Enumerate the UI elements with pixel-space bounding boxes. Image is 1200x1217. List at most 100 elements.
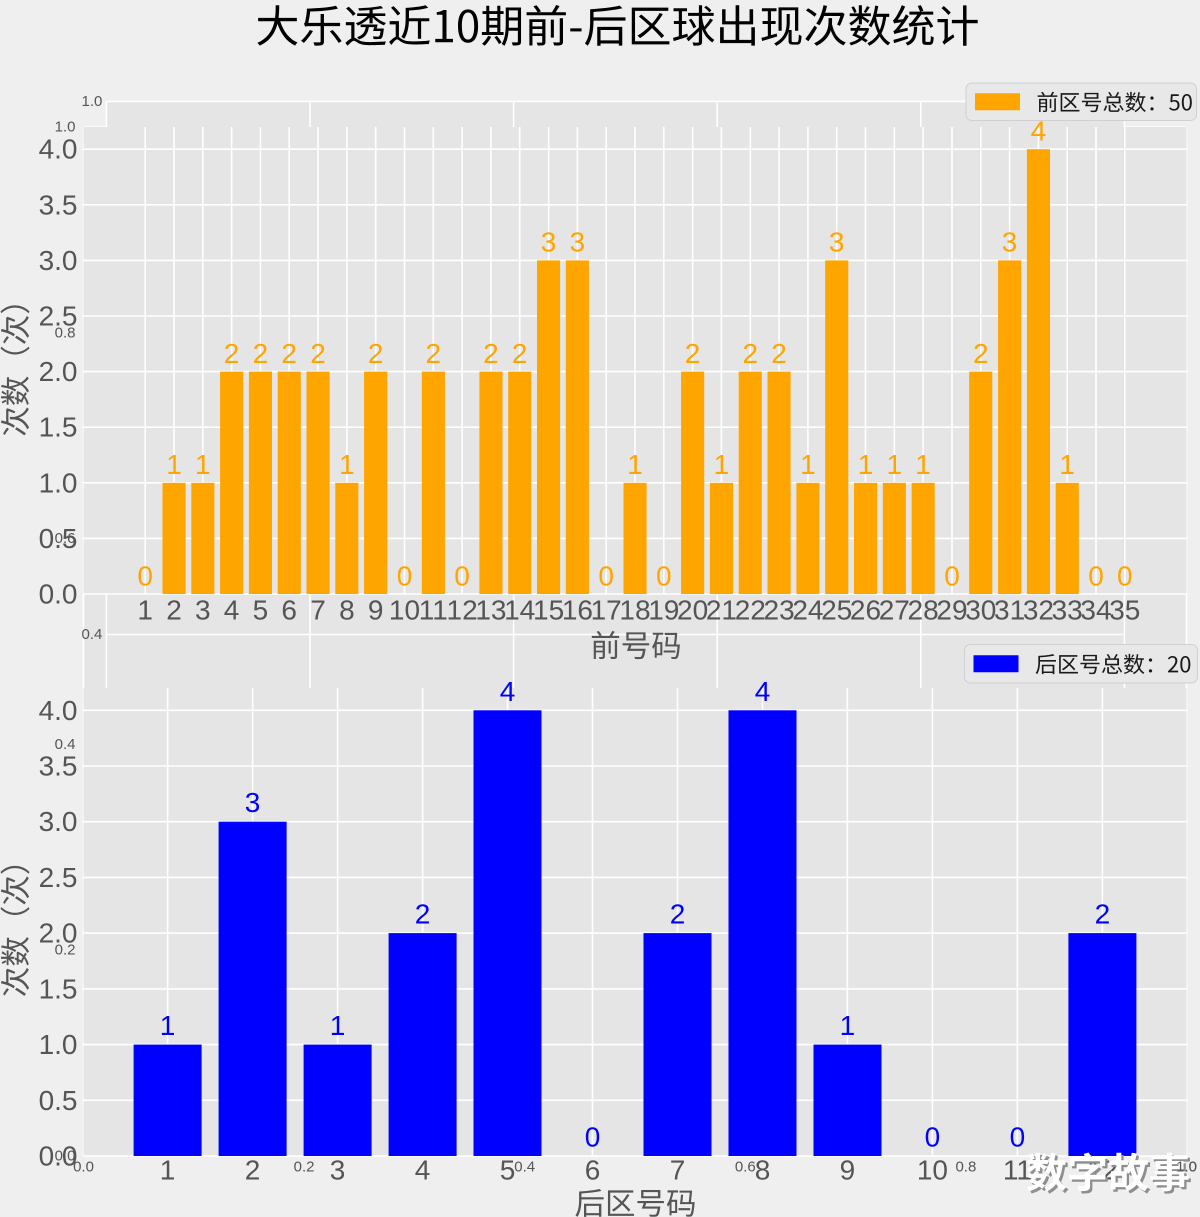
svg-text:1: 1 [915,449,931,480]
svg-text:35: 35 [1109,595,1140,626]
svg-text:15: 15 [533,595,564,626]
svg-text:2: 2 [224,338,240,369]
svg-text:20: 20 [677,595,708,626]
svg-text:12: 12 [447,595,478,626]
svg-text:3: 3 [245,787,261,818]
svg-text:1: 1 [1059,449,1075,480]
svg-text:10: 10 [917,1155,948,1186]
svg-text:1.5: 1.5 [39,973,78,1004]
svg-text:3.5: 3.5 [39,189,78,220]
svg-text:0: 0 [925,1122,941,1153]
svg-text:1.0: 1.0 [39,467,78,498]
svg-text:3.0: 3.0 [39,245,78,276]
svg-text:1.0: 1.0 [1176,1159,1197,1176]
svg-text:2: 2 [368,338,384,369]
svg-text:0: 0 [1088,560,1104,591]
svg-text:1: 1 [800,449,816,480]
svg-text:4: 4 [500,676,516,707]
svg-text:0.2: 0.2 [294,1159,315,1176]
svg-text:0: 0 [137,560,153,591]
svg-text:1: 1 [858,449,874,480]
svg-text:1.0: 1.0 [82,93,103,110]
svg-text:1: 1 [166,449,182,480]
svg-text:10: 10 [389,595,420,626]
svg-text:2: 2 [1095,899,1111,930]
svg-text:8: 8 [339,595,355,626]
svg-text:4.0: 4.0 [39,134,78,165]
svg-text:1: 1 [160,1155,176,1186]
svg-text:18: 18 [619,595,650,626]
svg-text:0.2: 0.2 [55,942,76,959]
svg-text:33: 33 [1052,595,1083,626]
svg-text:1: 1 [330,1010,346,1041]
svg-text:0.0: 0.0 [39,1141,78,1172]
svg-text:1: 1 [137,595,153,626]
svg-text:34: 34 [1080,595,1111,626]
svg-text:1: 1 [160,1010,176,1041]
svg-text:3.0: 3.0 [39,806,78,837]
svg-text:3: 3 [330,1155,346,1186]
svg-text:2: 2 [483,338,499,369]
svg-text:1: 1 [195,449,211,480]
svg-text:2: 2 [415,899,431,930]
svg-text:0: 0 [1117,560,1133,591]
svg-text:3: 3 [570,227,586,258]
svg-text:0: 0 [944,560,960,591]
svg-text:0: 0 [598,560,614,591]
svg-text:27: 27 [879,595,910,626]
svg-text:23: 23 [764,595,795,626]
svg-text:2.5: 2.5 [39,301,78,332]
svg-text:6: 6 [281,595,297,626]
svg-text:19: 19 [648,595,679,626]
svg-text:2: 2 [245,1155,261,1186]
svg-text:0.5: 0.5 [39,1085,78,1116]
svg-text:32: 32 [1023,595,1054,626]
svg-text:26: 26 [850,595,881,626]
svg-text:1.5: 1.5 [39,412,78,443]
svg-text:3: 3 [541,227,557,258]
svg-text:2: 2 [973,338,989,369]
svg-text:9: 9 [368,595,384,626]
svg-text:7: 7 [670,1155,686,1186]
svg-text:2: 2 [743,338,759,369]
svg-text:5: 5 [500,1155,516,1186]
svg-text:3: 3 [195,595,211,626]
svg-text:24: 24 [792,595,823,626]
svg-text:4: 4 [415,1155,431,1186]
svg-text:1.0: 1.0 [55,119,76,136]
svg-text:1.0: 1.0 [39,1029,78,1060]
svg-text:1: 1 [840,1010,856,1041]
svg-text:0: 0 [454,560,470,591]
svg-text:2: 2 [426,338,442,369]
svg-text:22: 22 [735,595,766,626]
svg-text:17: 17 [591,595,622,626]
svg-text:2.0: 2.0 [39,356,78,387]
svg-text:1: 1 [887,449,903,480]
svg-text:2: 2 [166,595,182,626]
svg-text:21: 21 [706,595,737,626]
svg-text:29: 29 [936,595,967,626]
svg-text:2.5: 2.5 [39,862,78,893]
svg-text:2: 2 [685,338,701,369]
svg-text:0.5: 0.5 [39,523,78,554]
svg-text:2.0: 2.0 [39,918,78,949]
svg-text:0: 0 [656,560,672,591]
svg-text:30: 30 [965,595,996,626]
svg-text:0.0: 0.0 [55,1148,76,1165]
svg-text:5: 5 [253,595,269,626]
svg-text:6: 6 [585,1155,601,1186]
svg-text:2: 2 [670,899,686,930]
svg-text:14: 14 [504,595,535,626]
svg-text:0: 0 [585,1122,601,1153]
svg-text:0.4: 0.4 [514,1159,535,1176]
svg-text:0.6: 0.6 [735,1159,756,1176]
svg-text:0.4: 0.4 [82,626,103,643]
svg-text:0.0: 0.0 [73,1159,94,1176]
svg-text:0.4: 0.4 [55,736,76,753]
svg-text:1: 1 [714,449,730,480]
svg-text:9: 9 [840,1155,856,1186]
svg-text:7: 7 [310,595,326,626]
svg-text:28: 28 [908,595,939,626]
svg-text:0.0: 0.0 [39,579,78,610]
svg-text:13: 13 [475,595,506,626]
